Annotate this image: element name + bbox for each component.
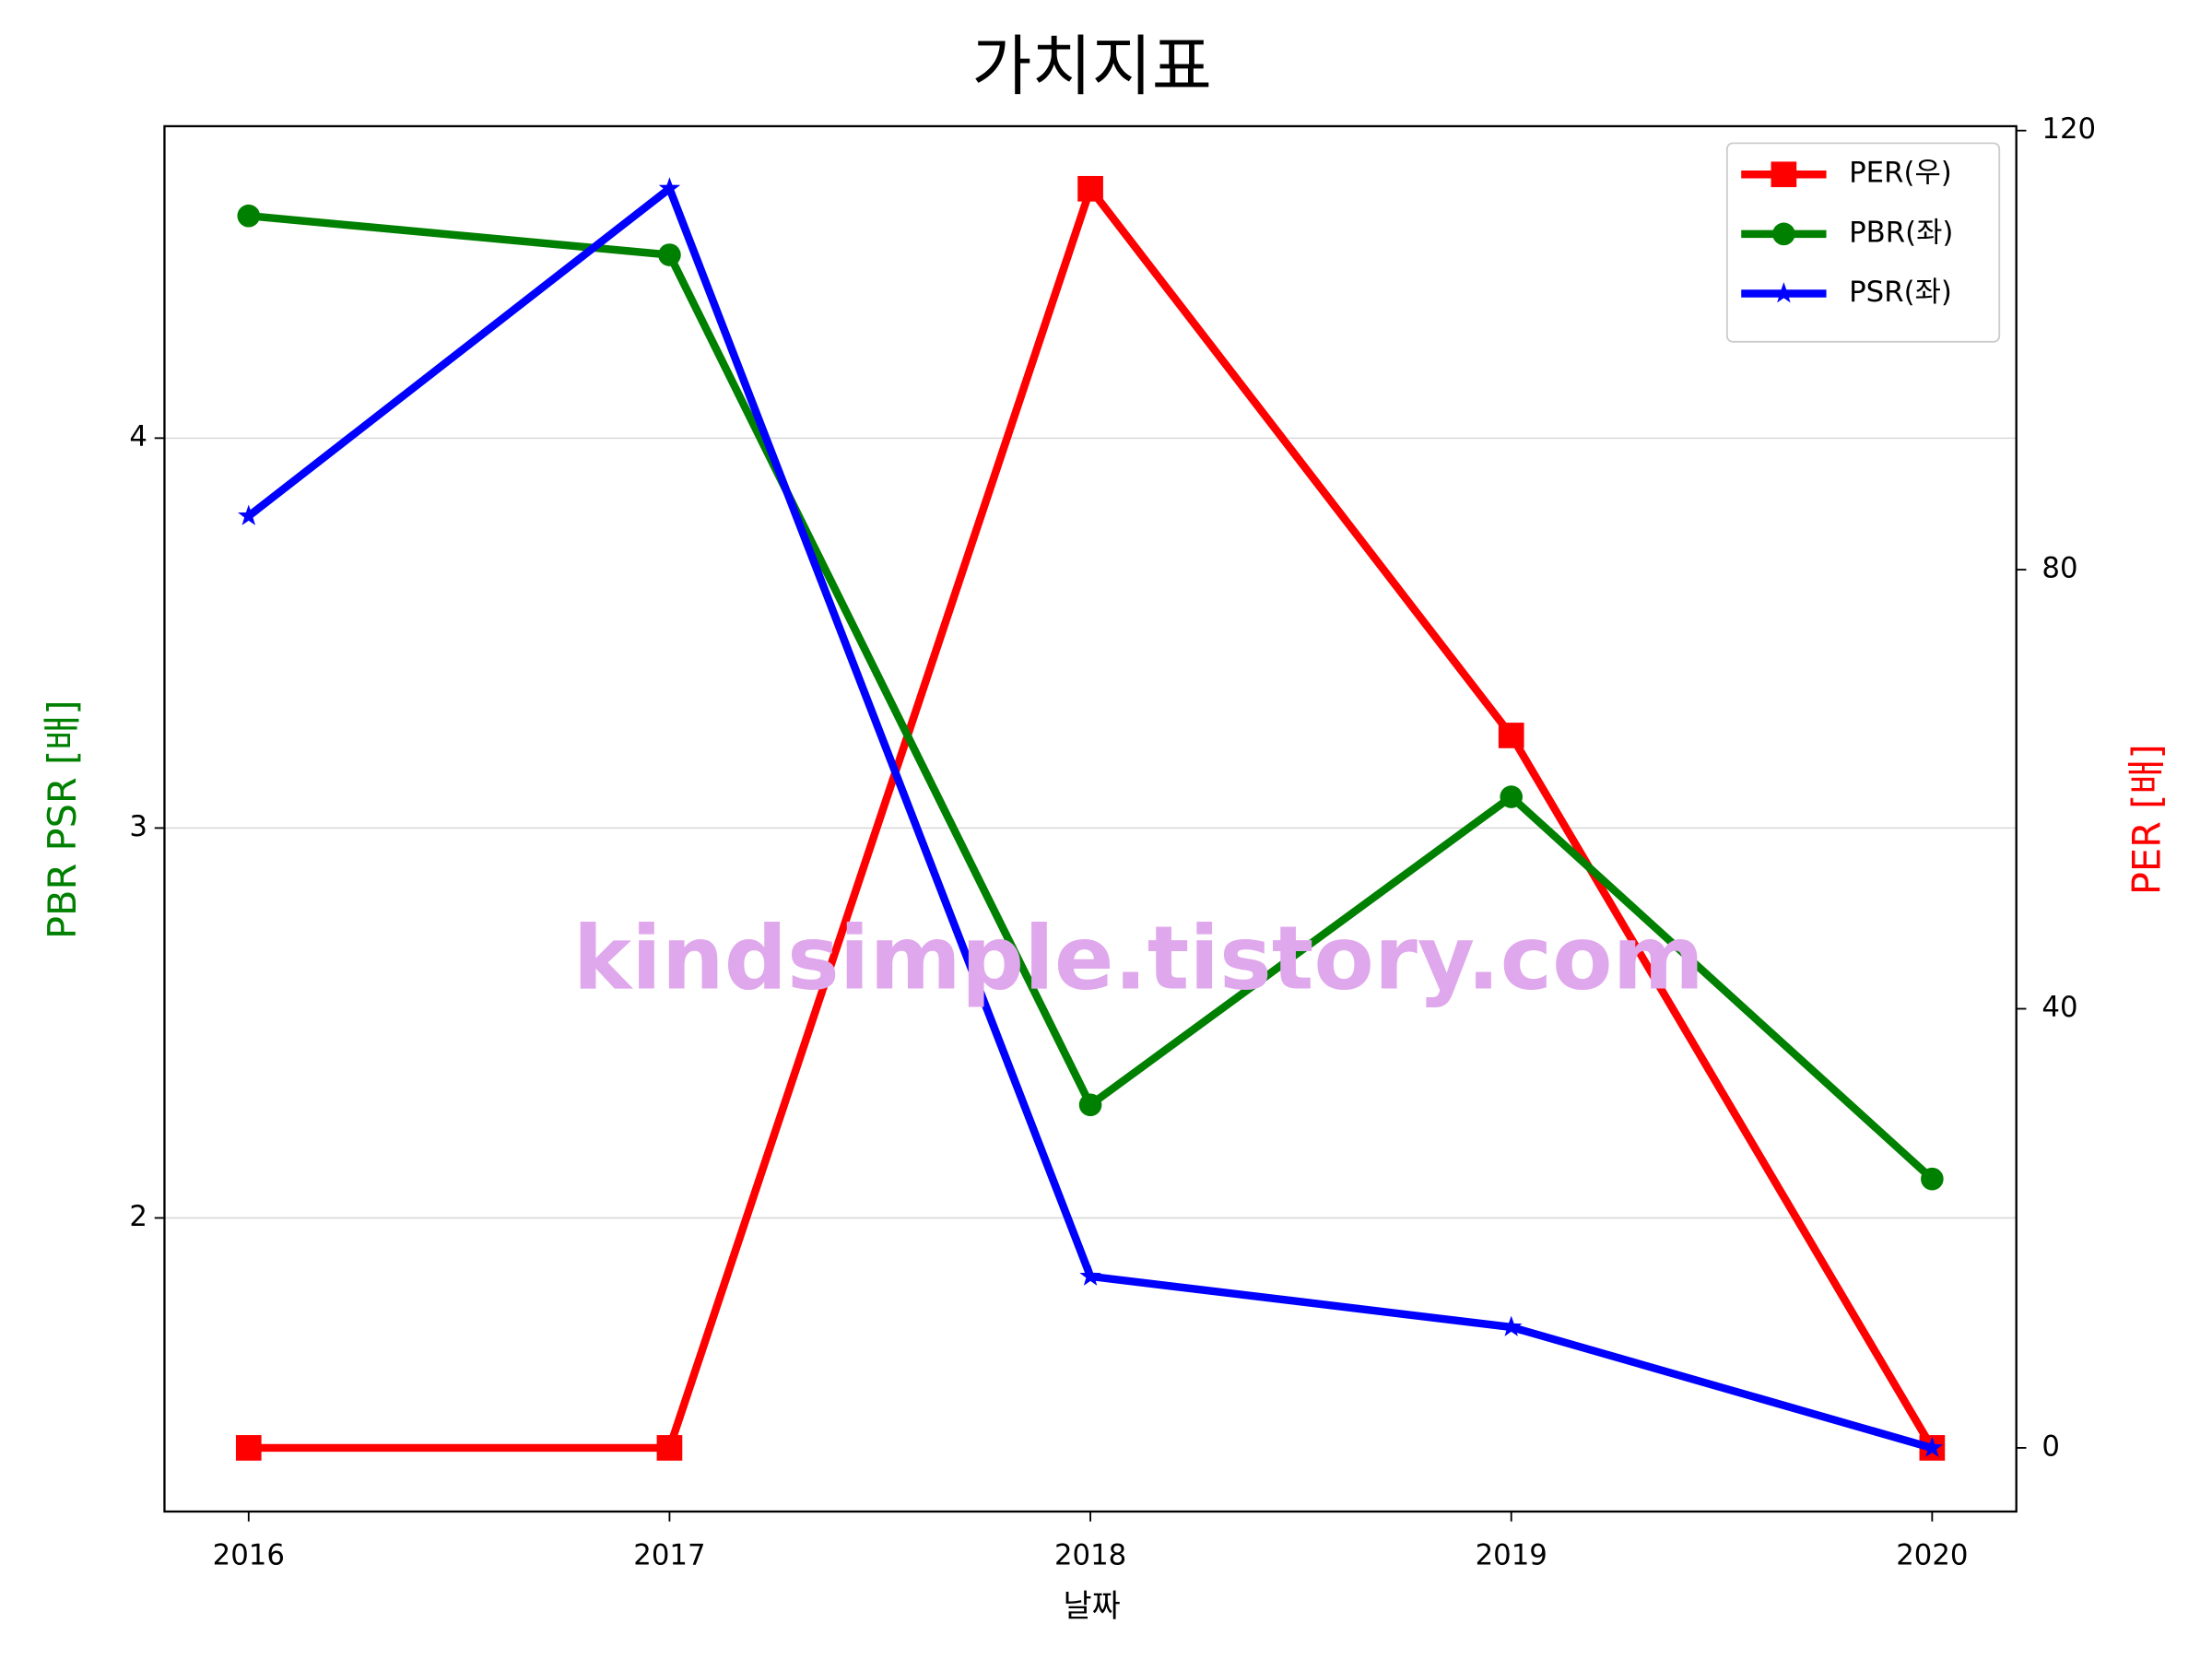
marker xyxy=(237,204,261,228)
y2-tick-label: 80 xyxy=(2041,552,2077,585)
y2-axis-label: PER [배] xyxy=(2124,744,2169,895)
x-axis-label: 날짜 xyxy=(1063,1588,1120,1624)
chart-title: 가치지표 xyxy=(971,28,1211,104)
marker xyxy=(658,243,681,266)
marker xyxy=(1772,282,1795,303)
marker xyxy=(656,1435,683,1461)
y-tick-label: 4 xyxy=(129,420,147,453)
x-tick-label: 2017 xyxy=(633,1539,705,1572)
marker xyxy=(1079,1265,1101,1286)
marker xyxy=(1921,1167,1944,1191)
marker xyxy=(1772,222,1795,246)
marker xyxy=(238,504,260,525)
y2-tick-label: 120 xyxy=(2041,112,2096,146)
marker xyxy=(1500,1315,1523,1336)
y-axis-label: PBR PSR [배] xyxy=(40,700,85,939)
y2-tick-label: 40 xyxy=(2041,991,2077,1024)
watermark: kindsimple.tistory.com xyxy=(573,908,1704,1010)
marker xyxy=(1077,175,1103,202)
y2-tick-label: 0 xyxy=(2041,1430,2060,1463)
marker xyxy=(1500,785,1524,808)
x-tick-label: 2016 xyxy=(213,1539,285,1572)
legend-label: PSR(좌) xyxy=(1849,276,1952,309)
marker xyxy=(1498,723,1524,748)
y-tick-label: 3 xyxy=(129,810,147,843)
marker xyxy=(235,1435,262,1461)
marker xyxy=(1078,1093,1102,1117)
marker xyxy=(1921,1436,1944,1457)
legend-label: PBR(좌) xyxy=(1849,216,1953,249)
x-tick-label: 2019 xyxy=(1476,1539,1547,1572)
x-tick-label: 2020 xyxy=(1896,1539,1968,1572)
plot-frame xyxy=(163,124,2018,1513)
marker xyxy=(658,177,681,198)
y-tick-label: 2 xyxy=(129,1200,147,1233)
marker xyxy=(1771,161,1797,188)
legend-label: PER(우) xyxy=(1849,157,1952,190)
x-tick-label: 2018 xyxy=(1054,1539,1126,1572)
